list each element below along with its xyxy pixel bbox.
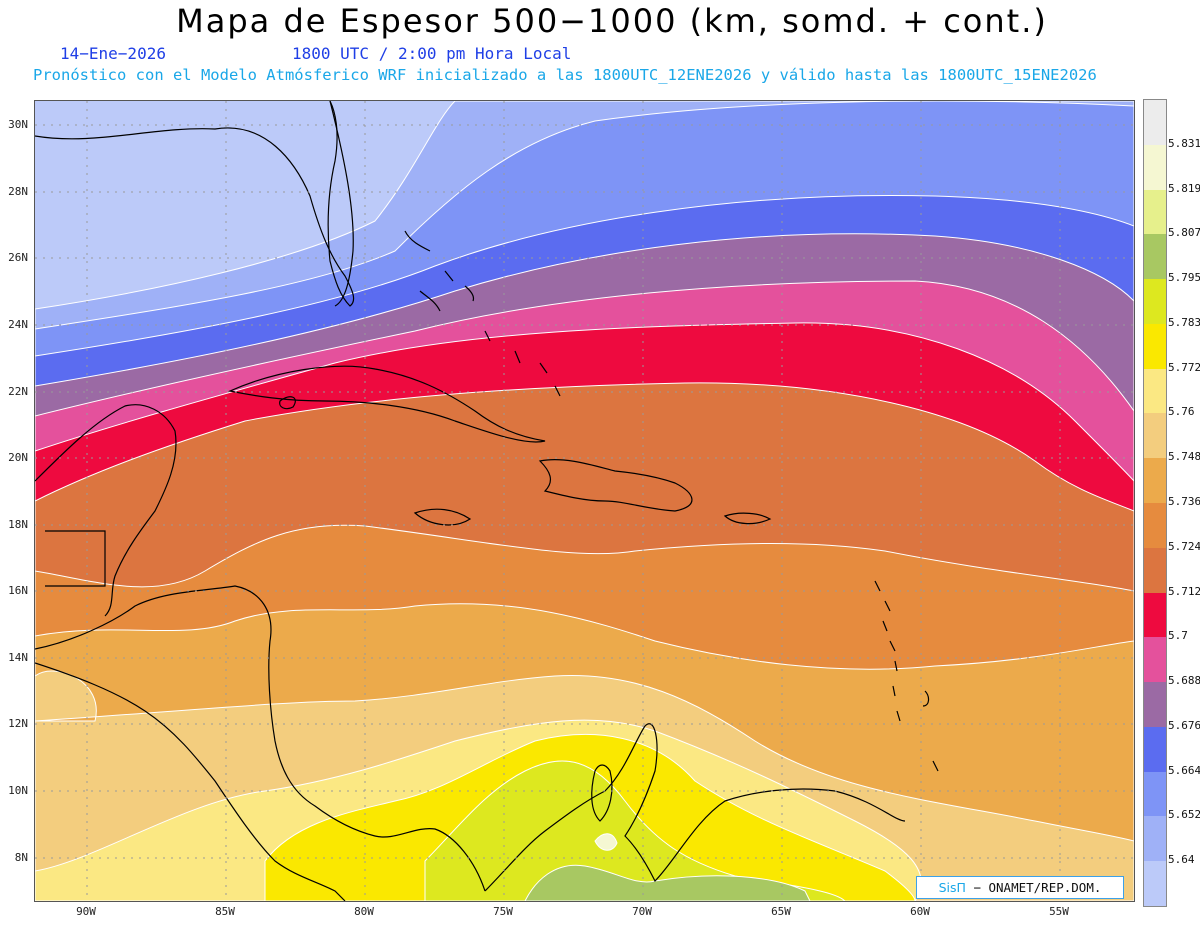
colorbar-label: 5.783	[1168, 315, 1200, 329]
lat-label-30n: 30N	[8, 118, 28, 131]
lat-label-28n: 28N	[8, 185, 28, 198]
lat-label-10n: 10N	[8, 784, 28, 797]
coast-south-america	[484, 723, 906, 892]
lat-label-12n: 12N	[8, 717, 28, 730]
colorbar-label: 5.795	[1168, 271, 1200, 285]
colorbar-label: 5.724	[1168, 539, 1200, 553]
colorbar-label: 5.688	[1168, 674, 1200, 688]
lat-label-22n: 22N	[8, 385, 28, 398]
colorbar-label: 5.807	[1168, 226, 1200, 240]
colorbar-swatch	[1144, 816, 1166, 862]
lon-label-60w: 60W	[910, 905, 930, 918]
coast-pacific-central-america	[35, 662, 346, 901]
colorbar	[1143, 99, 1167, 907]
colorbar-label: 5.64	[1168, 853, 1195, 867]
lat-label-24n: 24N	[8, 318, 28, 331]
band-5807	[524, 864, 811, 901]
colorbar-swatch	[1144, 547, 1166, 594]
coast-florida-east	[329, 101, 354, 307]
valid-date: 14−Ene−2026	[60, 44, 166, 63]
map-title: Mapa de Espesor 500−1000 (km, somd. + co…	[176, 2, 1048, 40]
colorbar-swatch	[1144, 323, 1166, 370]
coast-yucatan	[35, 404, 177, 617]
lat-label-26n: 26N	[8, 251, 28, 264]
forecast-info: Pronóstico con el Modelo Atmósferico WRF…	[33, 66, 1097, 84]
coast-us-gulf	[35, 101, 355, 307]
lon-label-55w: 55W	[1049, 905, 1069, 918]
credit-text: − ONAMET/REP.DOM.	[973, 880, 1102, 895]
colorbar-swatch	[1144, 592, 1166, 638]
lon-label-70w: 70W	[632, 905, 652, 918]
colorbar-label: 5.772	[1168, 360, 1200, 374]
colorbar-swatch	[1144, 503, 1166, 549]
colorbar-swatch	[1144, 234, 1166, 280]
lon-label-85w: 85W	[215, 905, 235, 918]
band-5819	[594, 833, 618, 851]
lat-label-20n: 20N	[8, 451, 28, 464]
coast-central-america	[35, 585, 486, 892]
lon-label-75w: 75W	[493, 905, 513, 918]
colorbar-swatch	[1144, 458, 1166, 504]
coast-cuba	[228, 365, 546, 443]
colorbar-swatch	[1144, 413, 1166, 459]
lon-label-80w: 80W	[354, 905, 374, 918]
lon-label-65w: 65W	[771, 905, 791, 918]
colorbar-label: 5.819	[1168, 181, 1200, 195]
colorbar-swatch	[1144, 682, 1166, 728]
colorbar-swatch	[1144, 637, 1166, 683]
valid-time: 1800 UTC / 2:00 pm Hora Local	[292, 44, 572, 63]
lat-label-18n: 18N	[8, 518, 28, 531]
credit-box: SisΠ − ONAMET/REP.DOM.	[916, 876, 1124, 899]
coast-puerto-rico	[723, 512, 772, 525]
colorbar-swatch	[1144, 771, 1166, 817]
coast-isla-juventud	[279, 396, 296, 410]
lat-label-14n: 14N	[8, 651, 28, 664]
lat-lon-grid	[35, 101, 1134, 901]
coastlines	[35, 101, 939, 901]
colorbar-label: 5.76	[1168, 405, 1195, 419]
colorbar-swatch	[1144, 279, 1166, 325]
colorbar-label: 5.664	[1168, 763, 1200, 777]
lat-label-8n: 8N	[14, 851, 28, 864]
lon-label-90w: 90W	[76, 905, 96, 918]
coast-belize-guatemala	[45, 530, 106, 587]
colorbar-swatch	[1144, 861, 1166, 907]
coast-bahamas	[404, 230, 561, 397]
colorbar-swatch	[1144, 189, 1166, 235]
colorbar-swatch	[1144, 144, 1166, 191]
colorbar-label: 5.676	[1168, 718, 1200, 732]
colorbar-label: 5.652	[1168, 808, 1200, 822]
coast-jamaica	[413, 508, 472, 526]
colorbar-label: 5.831	[1168, 136, 1200, 150]
coast-hispaniola	[538, 459, 693, 512]
colorbar-label: 5.736	[1168, 495, 1200, 508]
coast-lesser-antilles	[874, 580, 939, 772]
thickness-map	[34, 100, 1135, 902]
coast-lake-maracaibo	[591, 764, 613, 822]
lat-label-16n: 16N	[8, 584, 28, 597]
colorbar-label: 5.7	[1168, 629, 1188, 643]
colorbar-label: 5.712	[1168, 584, 1200, 598]
colorbar-label: 5.748	[1168, 450, 1200, 464]
colorbar-swatch	[1144, 726, 1166, 773]
colorbar-swatch	[1144, 368, 1166, 414]
colorbar-swatch	[1144, 100, 1166, 146]
sispi-logo: SisΠ	[938, 880, 966, 895]
